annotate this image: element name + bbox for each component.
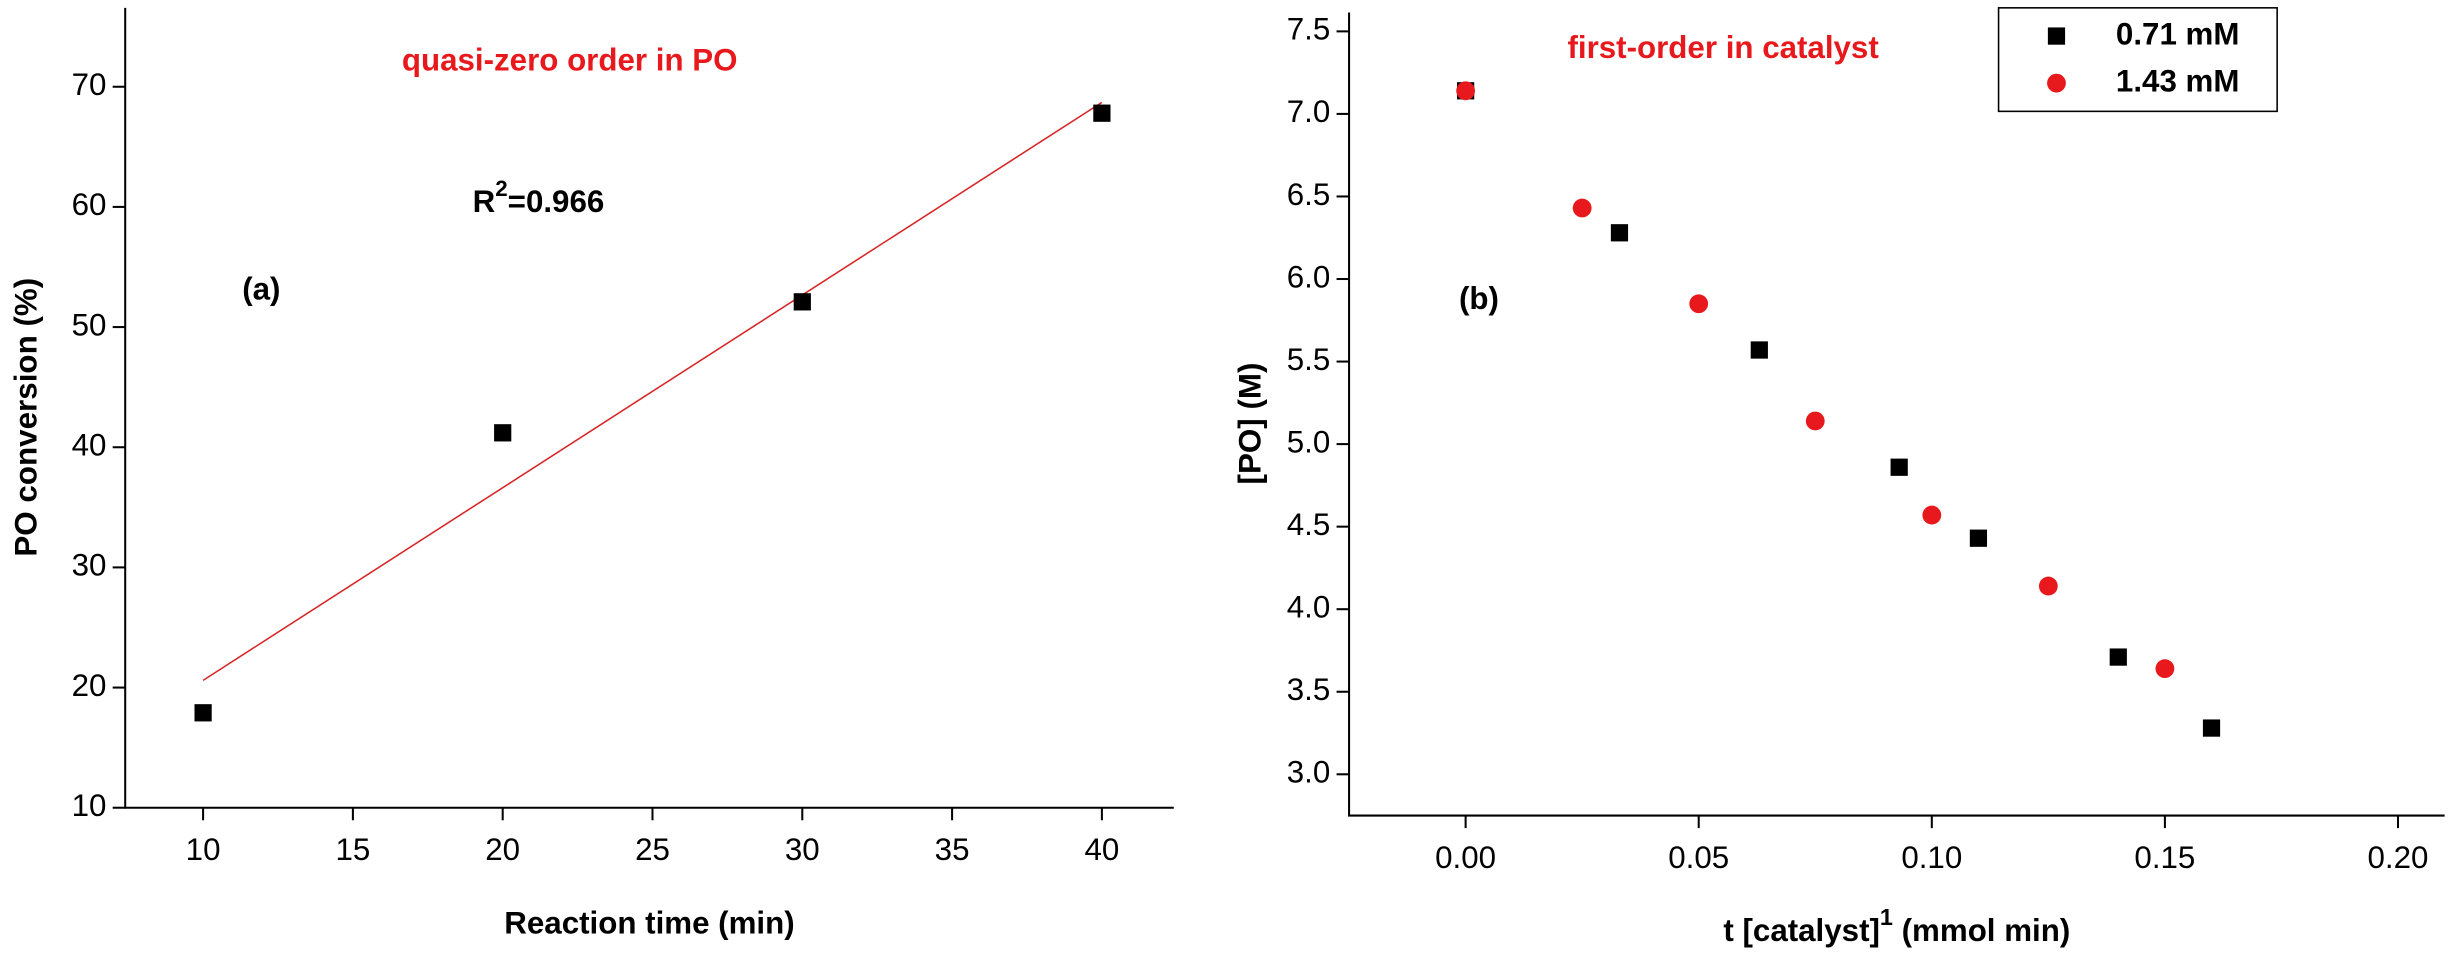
point	[1750, 341, 1768, 359]
y-tick-label: 7.0	[1287, 94, 1331, 129]
x-tick-label: 0.00	[1435, 840, 1496, 875]
y-tick-label: 3.0	[1287, 755, 1331, 790]
annotation-sup: 2	[495, 176, 507, 201]
annotation: quasi-zero order in PO	[402, 43, 738, 78]
x-tick-label: 20	[485, 832, 520, 867]
y-axis-label: PO conversion (%)	[8, 278, 43, 557]
axes	[124, 7, 1174, 809]
point	[1572, 198, 1592, 218]
x-axis-label: Reaction time (min)	[504, 906, 794, 941]
point	[1969, 529, 1988, 547]
legend-label: 0.71 mM	[2116, 16, 2240, 51]
x-axis-label: t [catalyst]1 (mmol min)	[1723, 904, 2070, 949]
annotation-part: =0.966	[508, 184, 605, 219]
annotation: first-order in catalyst	[1567, 30, 1879, 65]
x-tick-label: 40	[1084, 832, 1119, 867]
x-tick-label: 0.10	[1901, 840, 1962, 875]
x-tick-label: 10	[186, 832, 221, 867]
x-tick-label: 30	[785, 832, 820, 867]
legend-marker	[2047, 27, 2066, 45]
legend-label: 1.43 mM	[2116, 63, 2240, 98]
x-axis-label-part: (mmol min)	[1893, 913, 2070, 948]
legend-marker	[2047, 73, 2066, 93]
point	[1093, 104, 1111, 122]
annotation-part: first-order in catalyst	[1567, 30, 1879, 65]
legend-box	[1997, 7, 2278, 113]
x-axis-label-part: t [catalyst]	[1723, 913, 1880, 948]
x-tick-label: 0.15	[2134, 840, 2195, 875]
x-axis-label-sup: 1	[1880, 904, 1893, 930]
point	[494, 424, 512, 442]
y-tick-label: 50	[72, 307, 107, 342]
y-tick-label: 30	[72, 548, 107, 583]
x-tick-label: 25	[635, 832, 670, 867]
point	[1456, 81, 1476, 101]
y-tick-label: 6.5	[1287, 177, 1331, 212]
y-tick-label: 5.5	[1287, 342, 1331, 377]
y-tick-label: 40	[72, 427, 107, 462]
point	[1922, 505, 1942, 525]
point	[1805, 411, 1825, 431]
y-tick-label: 4.0	[1287, 589, 1331, 624]
y-tick-label: 70	[72, 67, 107, 102]
y-tick-label: 20	[72, 668, 107, 703]
annotation-part: R	[473, 184, 496, 219]
y-tick-label: 10	[72, 788, 107, 823]
fit-line	[202, 101, 1103, 682]
annotation-part: (b)	[1459, 281, 1499, 316]
point	[194, 704, 212, 722]
annotation-part: quasi-zero order in PO	[402, 43, 738, 78]
point	[1610, 224, 1629, 242]
y-axis-label: [PO] (M)	[1232, 363, 1267, 485]
axes	[1348, 12, 2445, 817]
y-tick-label: 6.0	[1287, 259, 1331, 294]
point	[793, 293, 811, 311]
x-tick-label: 15	[335, 832, 370, 867]
point	[2202, 719, 2221, 737]
annotation: R2=0.966	[473, 176, 605, 219]
point	[2155, 659, 2175, 679]
annotation-part: (a)	[242, 272, 280, 307]
point	[1689, 294, 1709, 314]
y-tick-label: 5.0	[1287, 424, 1331, 459]
point	[1890, 458, 1908, 476]
annotation: (b)	[1459, 281, 1499, 316]
x-tick-label: 35	[935, 832, 970, 867]
y-tick-label: 7.5	[1287, 12, 1331, 47]
x-tick-label: 0.05	[1668, 840, 1729, 875]
y-tick-label: 4.5	[1287, 507, 1331, 542]
point	[2038, 576, 2058, 596]
x-tick-label: 0.20	[2368, 840, 2429, 875]
point	[2109, 648, 2127, 666]
y-tick-label: 60	[72, 187, 107, 222]
y-tick-label: 3.5	[1287, 672, 1331, 707]
annotation: (a)	[242, 272, 280, 307]
